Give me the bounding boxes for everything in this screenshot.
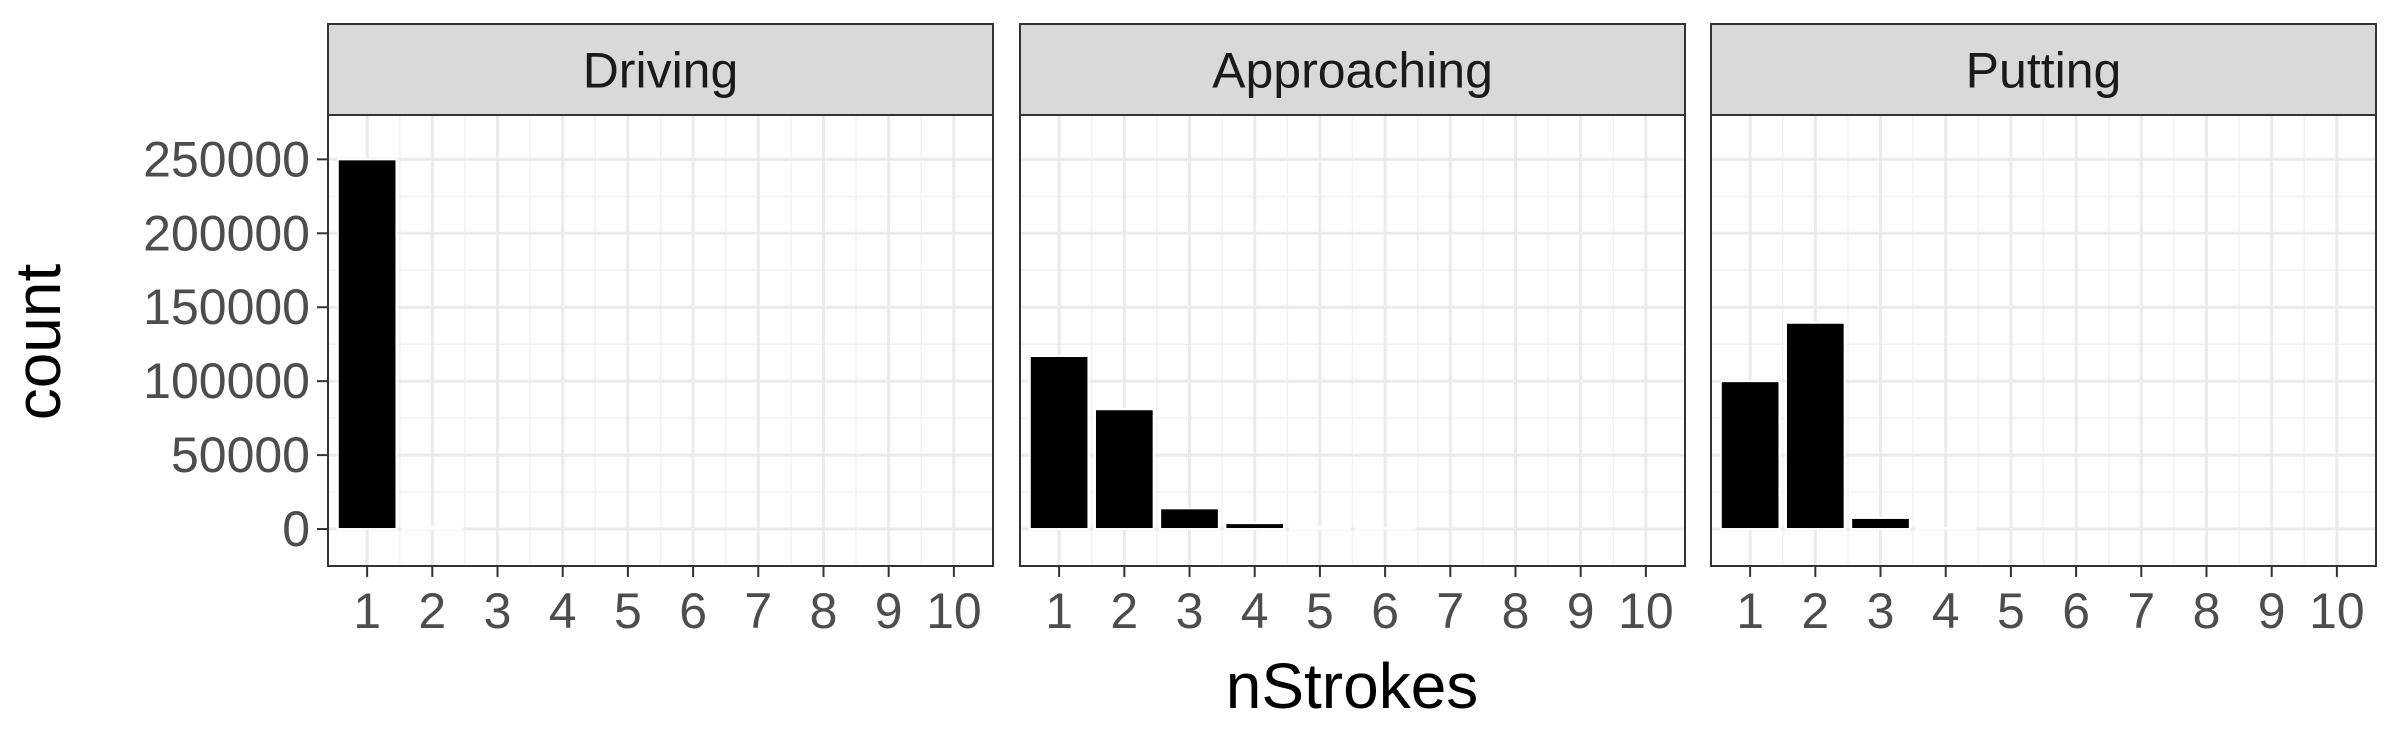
y-tick-label: 50000 [171,427,310,483]
strip-background [327,23,994,116]
x-tick-label: 6 [679,583,707,639]
x-tick-label: 5 [614,583,642,639]
strip-label: Driving [583,43,739,99]
x-tick-label: 8 [2193,583,2221,639]
y-tick-label: 100000 [143,353,310,409]
x-tick-label: 4 [549,583,577,639]
bar-putting-1 [1719,380,1781,531]
x-tick-label: 9 [875,583,903,639]
x-tick-label: 9 [1567,583,1595,639]
x-tick-label: 5 [1306,583,1334,639]
x-tick-label: 4 [1932,583,1960,639]
x-tick-label: 10 [1618,583,1674,639]
bar-approaching-5 [1289,526,1351,531]
bar-putting-4 [1915,527,1977,531]
y-tick-label: 200000 [143,205,310,261]
x-tick-label: 7 [744,583,772,639]
panel-driving: Driving 1 2 3 4 5 6 7 8 9 10 [327,23,994,639]
panel-putting: Putting 1 2 3 4 5 6 7 8 9 10 [1710,23,2377,639]
bar-approaching-1 [1028,355,1090,531]
x-tick-label: 9 [2258,583,2286,639]
x-tick-label: 3 [1176,583,1204,639]
strip-background [1710,23,2377,116]
strip-background [1019,23,1686,116]
x-tick-label: 7 [2127,583,2155,639]
x-tick-label: 10 [926,583,982,639]
x-tick-label: 5 [1997,583,2025,639]
x-tick-label: 1 [1045,583,1073,639]
x-tick-label: 1 [353,583,381,639]
y-tick-label: 250000 [143,131,310,187]
y-tick-label: 150000 [143,279,310,335]
bar-approaching-2 [1093,408,1155,531]
bar-driving-2 [401,526,463,531]
panel-approaching: Approaching 1 2 3 4 5 6 7 8 9 10 [1019,23,1686,639]
y-tick-label: 0 [282,501,310,557]
x-tick-label: 3 [1867,583,1895,639]
x-tick-label: 2 [1801,583,1829,639]
bar-putting-3 [1850,516,1911,531]
x-tick-label: 7 [1436,583,1464,639]
y-axis: 0 50000 100000 150000 200000 250000 [143,131,328,557]
x-tick-label: 10 [2309,583,2365,639]
x-tick-label: 6 [1371,583,1399,639]
bar-approaching-4 [1224,522,1286,531]
x-tick-label: 2 [418,583,446,639]
x-tick-label: 8 [1502,583,1530,639]
x-axis-title: nStrokes [1226,650,1479,722]
x-tick-label: 3 [484,583,512,639]
bar-approaching-3 [1159,507,1220,531]
x-tick-label: 8 [810,583,838,639]
bar-driving-1 [336,158,398,531]
x-tick-label: 4 [1241,583,1269,639]
x-tick-label: 1 [1736,583,1764,639]
y-axis-title: count [2,264,74,421]
strip-label: Approaching [1212,43,1493,99]
x-tick-label: 2 [1110,583,1138,639]
strip-label: Putting [1966,43,2122,99]
x-tick-label: 6 [2062,583,2090,639]
bar-approaching-6 [1354,527,1416,531]
bar-putting-2 [1784,321,1846,531]
